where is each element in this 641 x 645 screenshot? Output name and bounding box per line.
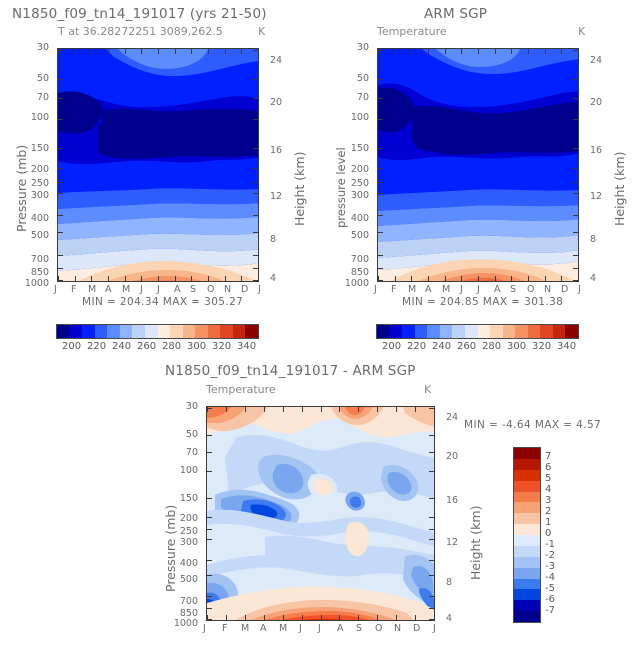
colorbar-swatch	[514, 502, 540, 514]
panel-model-min-label: MIN =	[82, 296, 117, 308]
colorbar-swatch	[427, 325, 440, 338]
panel-model-plot	[57, 48, 259, 282]
colorbar-swatch	[552, 325, 566, 338]
colorbar-swatch	[565, 325, 578, 338]
panel-obs-pressure-ticks: 30 50 70 100 150 200 250 300 400 500 700…	[344, 42, 369, 289]
colorbar-swatch	[514, 578, 540, 590]
panel-difference-min-label: MIN =	[464, 419, 499, 431]
panel-difference-height-ticks: 24 20 16 12 8 4	[446, 412, 459, 624]
panel-obs-min-label: MIN =	[402, 296, 437, 308]
panel-difference-plot	[206, 406, 435, 621]
colorbar-swatch	[514, 545, 540, 557]
colorbar-swatch	[414, 325, 428, 338]
colorbar-swatch	[502, 325, 516, 338]
panel-obs-min-value: 204.85	[439, 296, 480, 308]
colorbar-swatch	[195, 325, 208, 338]
panel-obs-max-label: MAX =	[482, 296, 521, 308]
colorbar-swatch	[514, 556, 540, 568]
colorbar-swatch	[82, 325, 95, 338]
colorbar-swatch	[514, 524, 540, 535]
colorbar-swatch	[207, 325, 221, 338]
colorbar-swatch	[377, 325, 390, 338]
colorbar-swatch	[94, 325, 108, 338]
colorbar-swatch	[514, 611, 540, 622]
colorbar-swatch	[514, 458, 540, 470]
colorbar-swatch	[107, 325, 120, 338]
temperature-colorbar-obs	[376, 324, 579, 339]
colorbar-swatch	[514, 535, 540, 546]
colorbar-swatch	[132, 325, 145, 338]
colorbar-swatch	[515, 325, 528, 338]
colorbar-swatch	[514, 448, 540, 459]
colorbar-swatch	[477, 325, 491, 338]
panel-difference-month-ticks: J F M A M J J A S O N D J	[203, 623, 436, 634]
panel-obs-month-ticks: J F M A M J J A S O N D J	[374, 284, 581, 295]
colorbar-swatch	[527, 325, 541, 338]
panel-model-subtitle: T at 36.28272251 3089,262.5	[58, 25, 223, 38]
panel-obs-units: K	[578, 25, 586, 38]
colorbar-swatch	[170, 325, 183, 338]
panel-model-max-label: MAX =	[162, 296, 201, 308]
colorbar-swatch	[157, 325, 171, 338]
panel-model-height-ticks: 24 20 16 12 8 4	[270, 55, 283, 284]
colorbar-swatch	[514, 600, 540, 612]
temperature-colorbar-model	[56, 324, 259, 339]
panel-model-month-ticks: J F M A M J J A S O N D J	[54, 284, 261, 295]
difference-colorbar	[513, 447, 541, 623]
panel-difference-max-label: MAX =	[534, 419, 573, 431]
colorbar-swatch	[57, 325, 70, 338]
colorbar-swatch	[182, 325, 196, 338]
panel-obs-subtitle: Temperature	[377, 25, 447, 38]
panel-model-title: N1850_f09_tn14_191017 (yrs 21-50)	[12, 6, 267, 22]
panel-obs-title: ARM SGP	[424, 6, 488, 22]
panel-difference-min-value: -4.64	[501, 419, 532, 431]
colorbar-swatch	[464, 325, 478, 338]
colorbar-swatch	[402, 325, 415, 338]
colorbar-swatch	[245, 325, 258, 338]
panel-difference-max-value: 4.57	[576, 419, 602, 431]
panel-model-max-value: 305.27	[204, 296, 244, 308]
colorbar-swatch	[514, 491, 540, 503]
colorbar-swatch	[389, 325, 403, 338]
temperature-colorbar-obs-ticks: 200 220 240 260 280 300 320 340	[382, 341, 577, 352]
colorbar-swatch	[490, 325, 503, 338]
colorbar-swatch	[514, 480, 540, 492]
panel-model-minmax: MIN = 204.34 MAX = 305.27	[82, 296, 243, 308]
colorbar-swatch	[514, 567, 540, 579]
colorbar-swatch	[69, 325, 83, 338]
panel-difference-pressure-ticks: 30 50 70 100 150 200 250 300 400 500 700…	[173, 401, 198, 629]
colorbar-swatch	[144, 325, 158, 338]
panel-difference-minmax: MIN = -4.64 MAX = 4.57	[464, 419, 601, 431]
panel-model-min-value: 204.34	[119, 296, 160, 308]
colorbar-swatch	[452, 325, 465, 338]
panel-model-units: K	[258, 25, 266, 38]
colorbar-swatch	[232, 325, 246, 338]
difference-colorbar-ticks: 7 6 5 4 3 2 1 0 -1 -2 -3 -4 -5 -6 -7	[545, 451, 555, 616]
colorbar-swatch	[220, 325, 233, 338]
temperature-colorbar-model-ticks: 200 220 240 260 280 300 320 340	[62, 341, 257, 352]
colorbar-swatch	[514, 469, 540, 481]
panel-difference-units: K	[424, 383, 432, 396]
panel-obs-minmax: MIN = 204.85 MAX = 301.38	[402, 296, 563, 308]
colorbar-swatch	[439, 325, 453, 338]
panel-difference-title: N1850_f09_tn14_191017 - ARM SGP	[165, 363, 416, 379]
panel-model-pressure-ticks: 30 50 70 100 150 200 250 300 400 500 700…	[24, 42, 49, 289]
panel-obs-max-value: 301.38	[524, 296, 564, 308]
colorbar-swatch	[119, 325, 133, 338]
colorbar-swatch	[514, 513, 540, 525]
colorbar-swatch	[540, 325, 553, 338]
panel-obs-height-ticks: 24 20 16 12 8 4	[590, 55, 603, 284]
colorbar-swatch	[514, 589, 540, 601]
panel-obs-plot	[377, 48, 579, 282]
panel-difference-subtitle: Temperature	[206, 383, 276, 396]
